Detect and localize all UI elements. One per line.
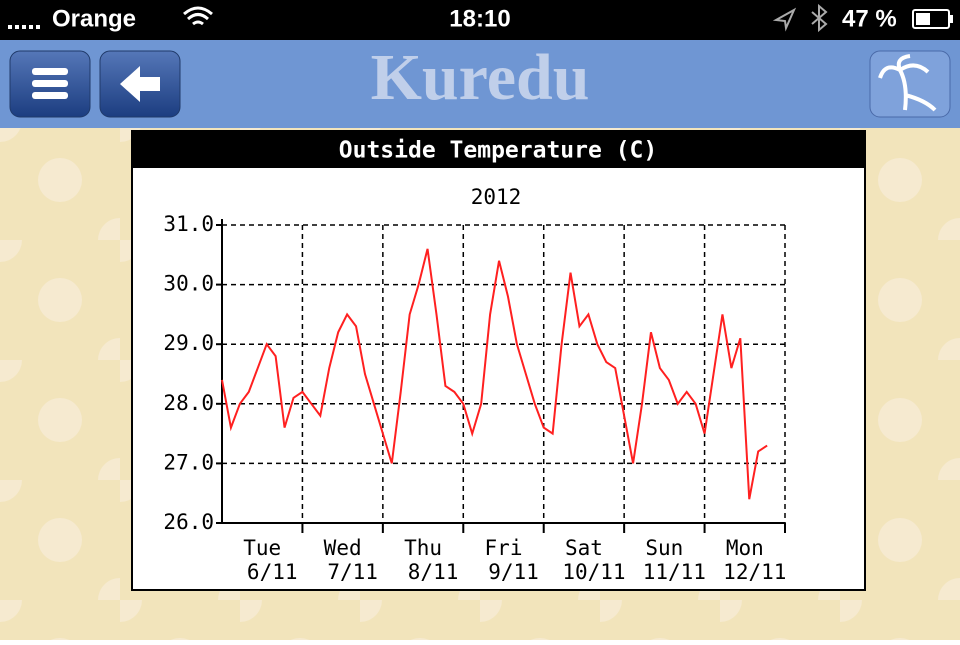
x-tick-day: Thu [404, 536, 442, 560]
y-tick-label: 30.0 [163, 272, 214, 296]
y-tick-label: 26.0 [163, 510, 214, 534]
chart-title: Outside Temperature (C) [339, 138, 658, 164]
chart-frame [131, 130, 866, 591]
battery-level [916, 13, 930, 25]
signal [8, 25, 40, 29]
x-tick-date: 11/11 [643, 560, 706, 584]
carrier: Orange [52, 5, 136, 32]
x-tick-date: 8/11 [408, 560, 459, 584]
x-tick-day: Mon [726, 536, 764, 560]
x-tick-day: Sat [565, 536, 603, 560]
location-icon [772, 7, 797, 32]
y-tick-label: 27.0 [163, 450, 214, 474]
status-bar [0, 0, 960, 40]
x-tick-day: Fri [485, 536, 523, 560]
resort-button[interactable] [869, 50, 951, 118]
x-tick-day: Sun [645, 536, 683, 560]
battery-icon [912, 9, 950, 29]
wifi-icon [183, 6, 213, 26]
nav-title: Kuredu [371, 41, 590, 114]
chart-subtitle: 2012 [471, 185, 522, 209]
x-tick-date: 10/11 [562, 560, 625, 584]
palm-icon [878, 54, 937, 112]
battery-tip [950, 15, 953, 23]
back-icon [120, 66, 160, 102]
y-tick-label: 28.0 [163, 391, 214, 415]
temperature-line [221, 248, 768, 500]
clock: 18:10 [449, 5, 510, 32]
battery-text: 47 % [842, 5, 897, 32]
x-tick-date: 9/11 [488, 560, 539, 584]
x-tick-date: 6/11 [247, 560, 298, 584]
x-tick-date: 12/11 [723, 560, 786, 584]
chart-header [132, 131, 865, 168]
x-tick-day: Tue [243, 536, 281, 560]
y-tick-label: 29.0 [163, 331, 214, 355]
x-tick-date: 7/11 [327, 560, 378, 584]
menu-icon [32, 68, 68, 99]
bluetooth-icon [811, 3, 828, 33]
x-tick-day: Wed [324, 536, 362, 560]
y-tick-label: 31.0 [163, 212, 214, 236]
